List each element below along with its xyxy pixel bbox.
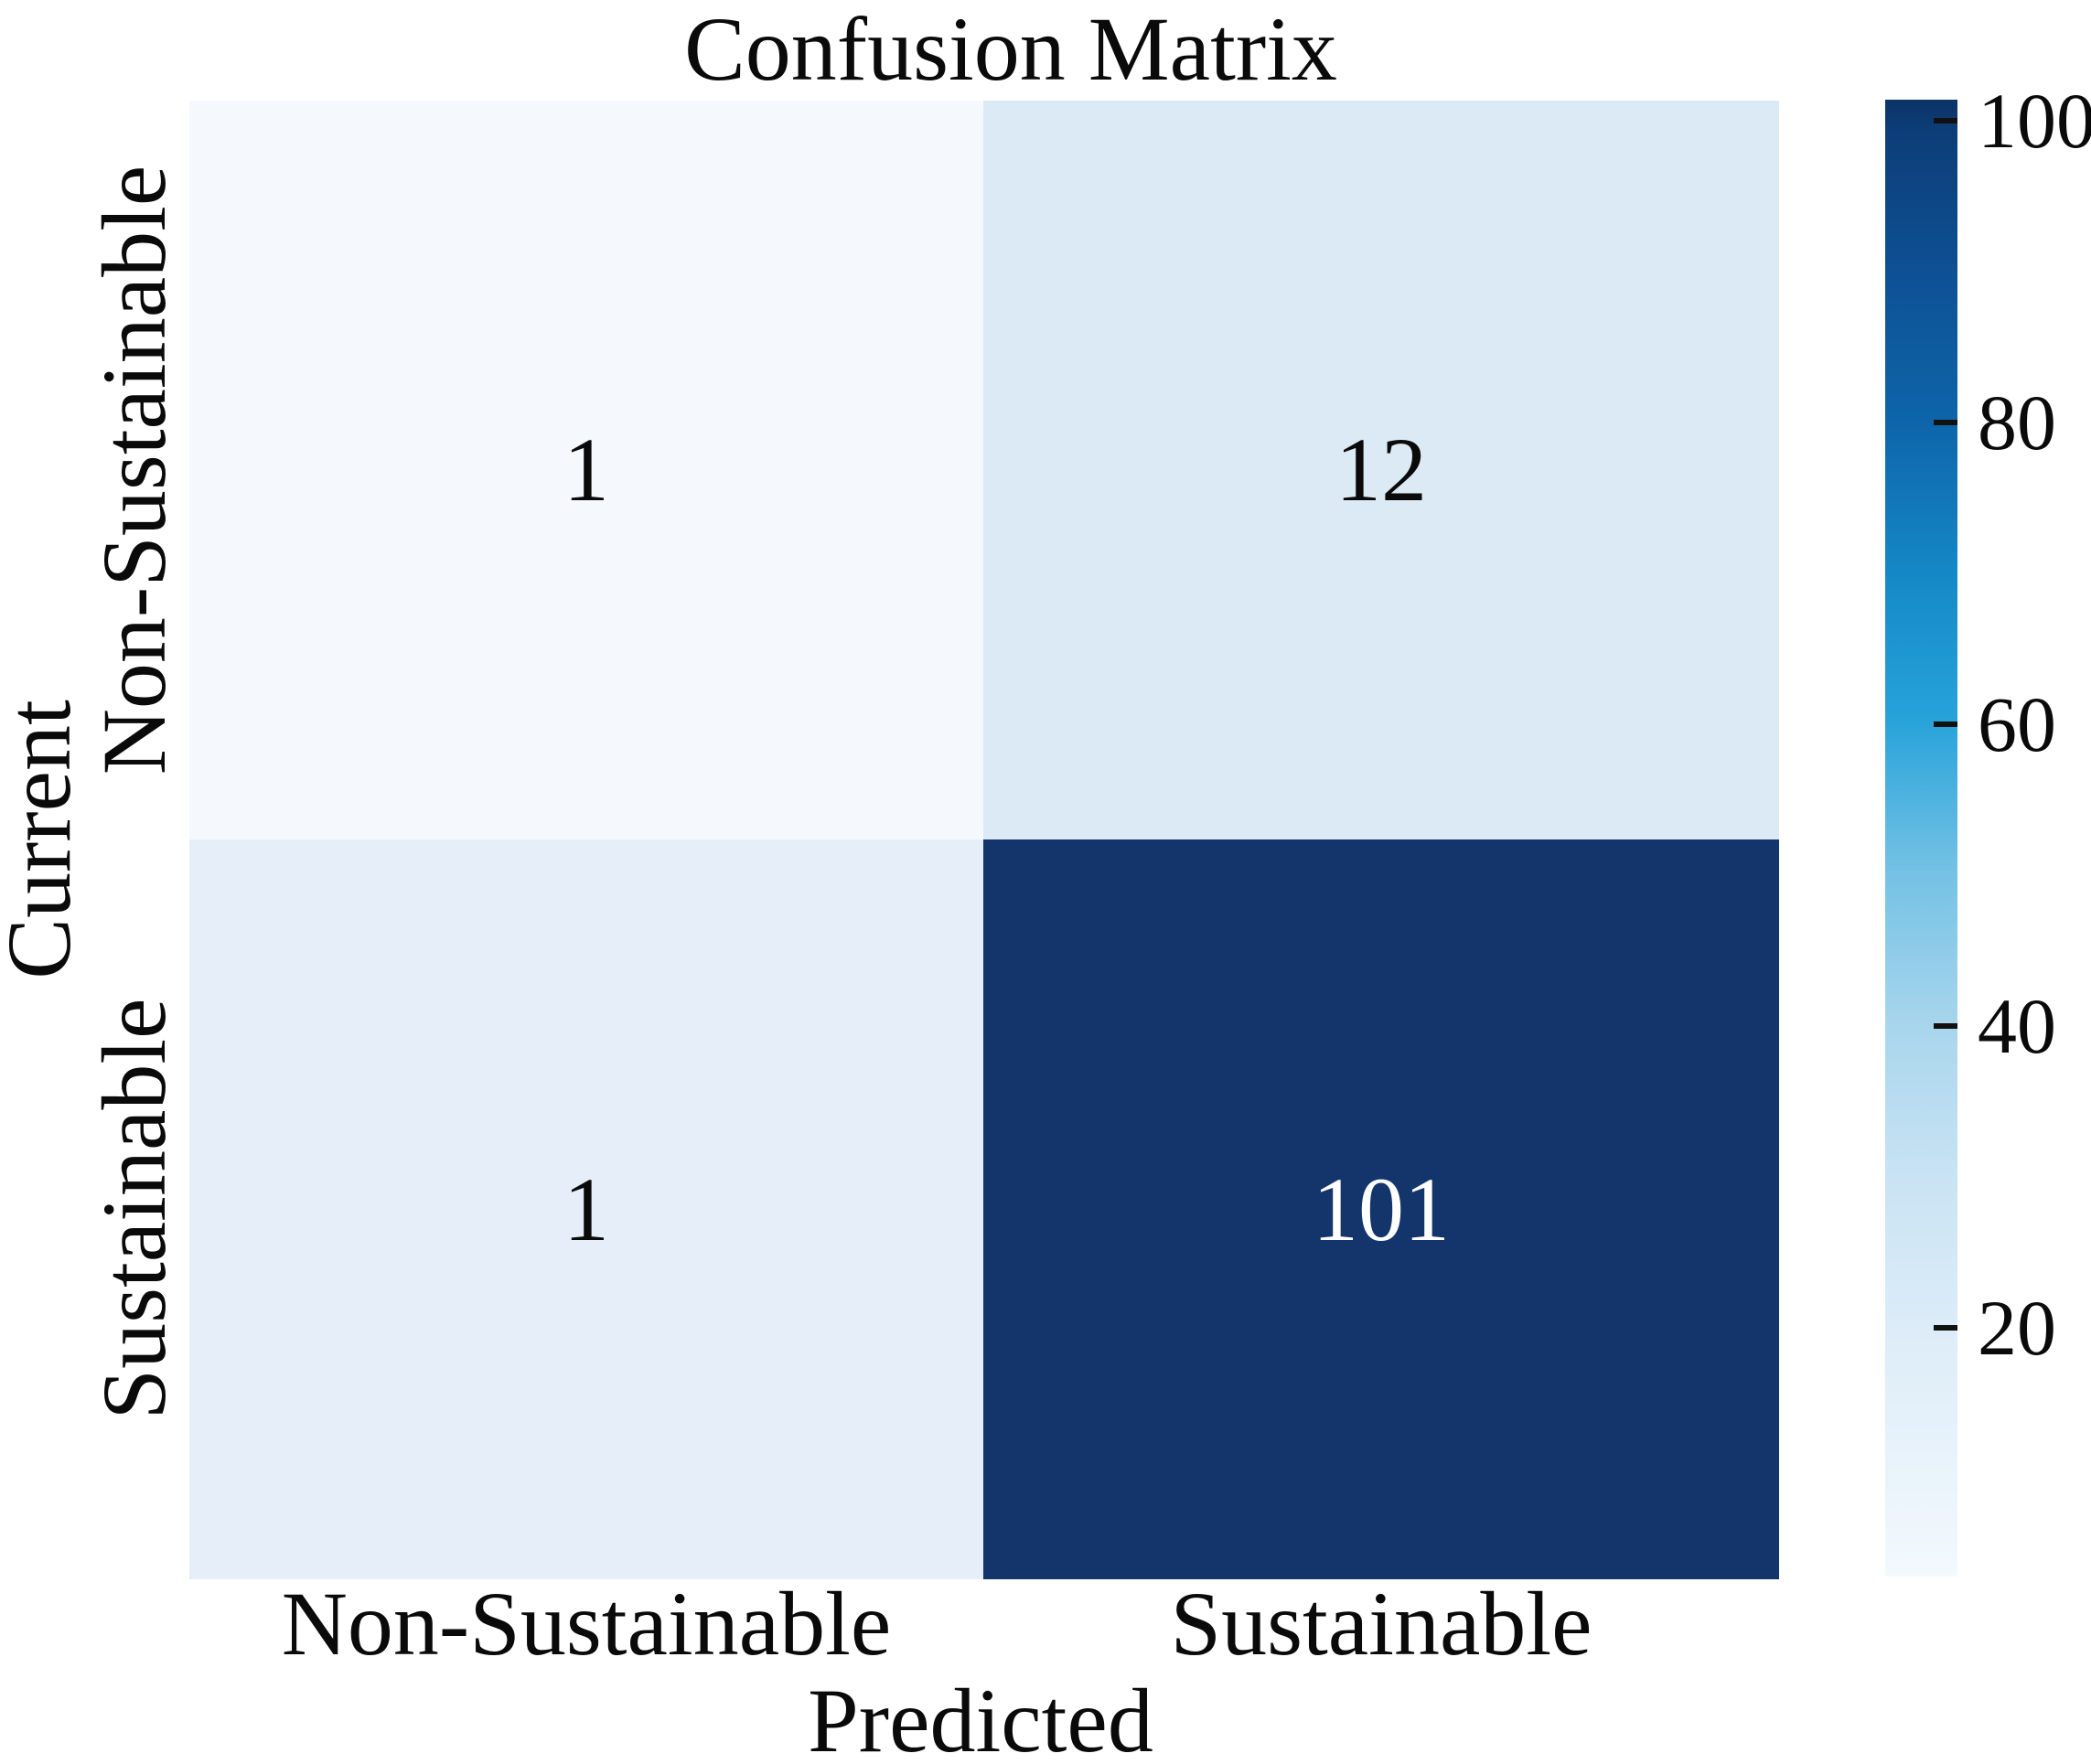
y-tick-label-sustainable: Sustainable: [83, 998, 185, 1420]
cell-value: 1: [563, 1158, 609, 1260]
colorbar-tick-label-60: 60: [1978, 680, 2056, 768]
cell-value: 101: [1313, 1158, 1450, 1260]
x-tick-label-sustainable: Sustainable: [1170, 1573, 1592, 1674]
colorbar-gradient: [1885, 100, 1957, 1577]
x-axis-label: Predicted: [808, 1670, 1153, 1764]
colorbar-tick-mark: [1934, 1023, 1957, 1029]
y-tick-label-non-sustainable: Non-Sustainable: [83, 165, 185, 775]
matrix-cell-r1c1: 101: [983, 839, 1779, 1579]
matrix-cell-r0c1: 12: [983, 101, 1779, 839]
colorbar-tick-mark: [1934, 1325, 1957, 1331]
y-axis-label: Current: [0, 700, 90, 979]
cell-value: 1: [563, 419, 609, 520]
colorbar-tick-mark: [1934, 722, 1957, 727]
colorbar-tick-label-40: 40: [1978, 982, 2056, 1070]
x-tick-label-non-sustainable: Non-Sustainable: [281, 1573, 892, 1674]
colorbar-tick-label-20: 20: [1978, 1284, 2056, 1372]
colorbar-tick-mark: [1934, 420, 1957, 425]
heatmap-grid: 1 12 1 101: [189, 101, 1779, 1579]
cell-value: 12: [1335, 419, 1427, 520]
colorbar-tick-mark: [1934, 118, 1957, 123]
matrix-cell-r1c0: 1: [189, 839, 983, 1579]
chart-title: Confusion Matrix: [684, 0, 1337, 100]
matrix-cell-r0c0: 1: [189, 101, 983, 839]
colorbar-tick-label-100: 100: [1978, 77, 2091, 165]
colorbar-tick-label-80: 80: [1978, 379, 2056, 466]
